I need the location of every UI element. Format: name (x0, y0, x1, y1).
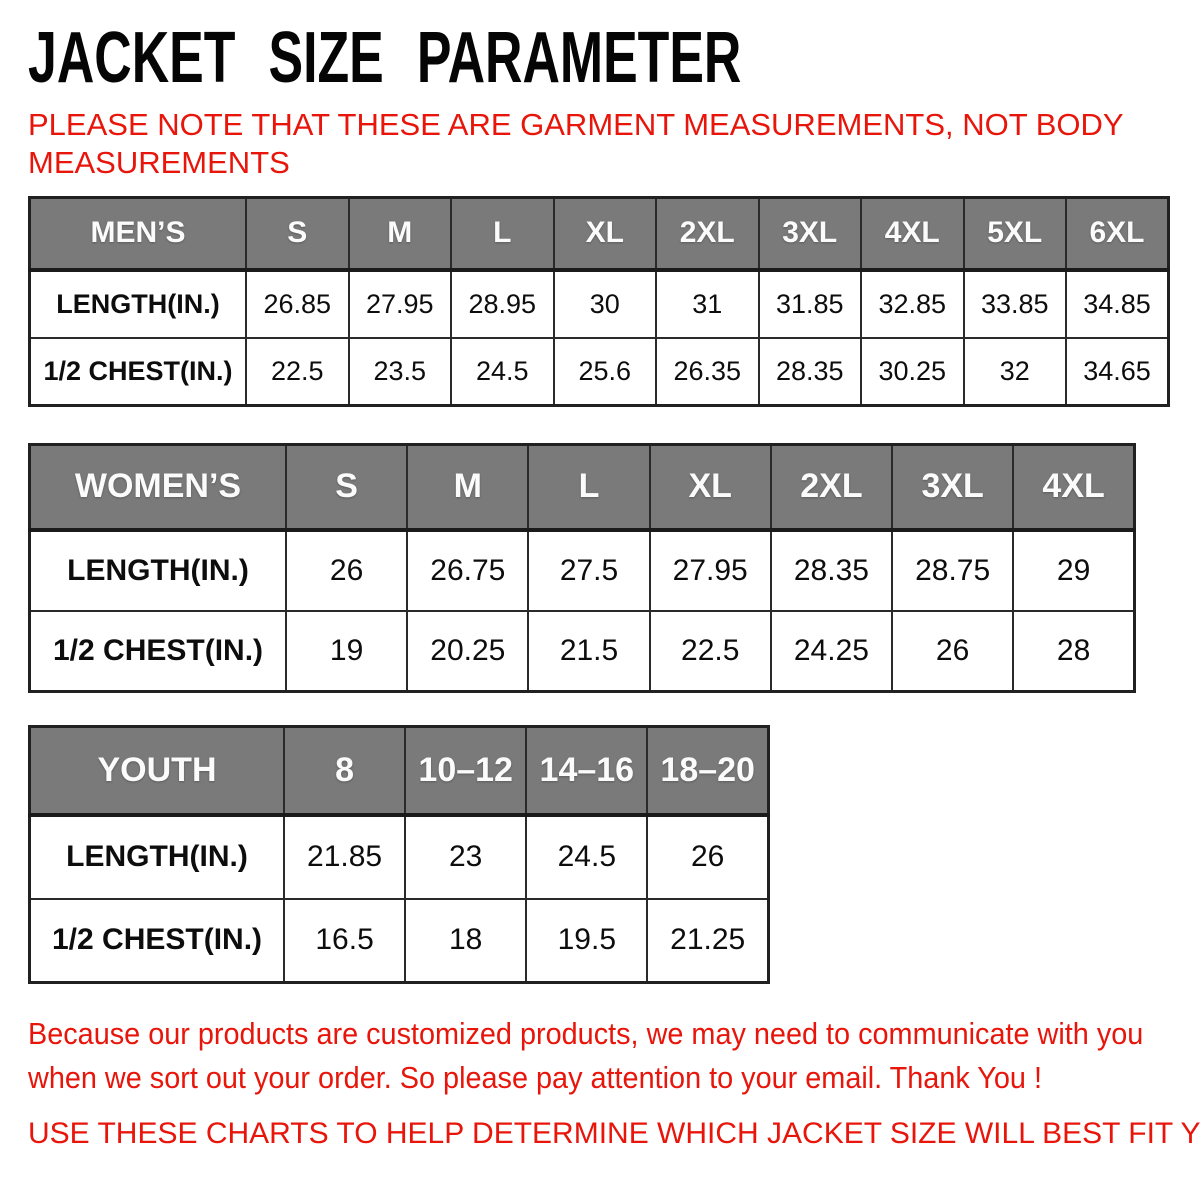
page-title: JACKET SIZE PARAMETER (28, 18, 742, 98)
youth-measurement-row-0: LENGTH(IN.) 21.85 23 24.5 26 (28, 813, 770, 900)
womens-table-title: WOMEN’S (28, 443, 287, 532)
youth-measurement-row-1: 1/2 CHEST(IN.) 16.5 18 19.5 21.25 (28, 897, 770, 984)
womens-size-header-1: M (406, 443, 530, 532)
measurement-value: 25.6 (552, 336, 657, 407)
youth-size-header-0: 8 (282, 725, 407, 817)
measurement-value: 28.35 (769, 528, 894, 612)
garment-measurement-note: PLEASE NOTE THAT THESE ARE GARMENT MEASU… (28, 106, 1172, 182)
customization-notice: Because our products are customized prod… (28, 1012, 1144, 1100)
youth-size-header-3: 18–20 (646, 725, 770, 817)
measurement-value: 34.85 (1065, 268, 1170, 339)
mens-size-header-7: 5XL (962, 196, 1067, 272)
measurement-value: 27.5 (527, 528, 651, 612)
measurement-value: 28.35 (757, 336, 862, 407)
womens-row-label-0: LENGTH(IN.) (28, 528, 287, 612)
garment-measurement-note-line1: PLEASE NOTE THAT THESE ARE GARMENT MEASU… (28, 107, 1124, 142)
measurement-value: 21.25 (646, 897, 770, 984)
customization-notice-line1: Because our products are customized prod… (28, 1016, 1144, 1051)
measurement-value: 26.75 (406, 528, 530, 612)
measurement-value: 33.85 (962, 268, 1067, 339)
measurement-value: 26 (646, 813, 770, 900)
mens-size-header-2: L (450, 196, 555, 272)
mens-measurement-row-1: 1/2 CHEST(IN.) 22.5 23.5 24.5 25.6 26.35 28.35… (28, 336, 1170, 407)
customization-notice-line2: when we sort out your order. So please p… (28, 1060, 1042, 1095)
measurement-value: 28 (1012, 609, 1136, 693)
womens-header-row: WOMEN’S S M L XL 2XL 3XL 4XL (28, 443, 1136, 532)
youth-size-header-1: 10–12 (404, 725, 528, 817)
measurement-value: 24.5 (525, 813, 649, 900)
measurement-value: 23.5 (347, 336, 452, 407)
measurement-value: 28.75 (891, 528, 1015, 612)
mens-table-title: MEN’S (28, 196, 247, 272)
measurement-value: 18 (404, 897, 528, 984)
mens-size-header-3: XL (552, 196, 657, 272)
mens-row-label-0: LENGTH(IN.) (28, 268, 247, 339)
mens-size-header-1: M (347, 196, 452, 272)
youth-header-row: YOUTH 8 10–12 14–16 18–20 (28, 725, 770, 817)
mens-size-table: MEN’S S M L XL 2XL 3XL 4XL 5XL 6XL LENGTH(IN.) 26.8… (28, 196, 1170, 407)
mens-size-header-8: 6XL (1065, 196, 1170, 272)
womens-measurement-row-0: LENGTH(IN.) 26 26.75 27.5 27.95 28.35 28.75 29 (28, 528, 1136, 612)
garment-measurement-note-line2: MEASUREMENTS (28, 145, 290, 180)
womens-size-header-3: XL (648, 443, 772, 532)
mens-size-header-0: S (245, 196, 350, 272)
youth-size-table: YOUTH 8 10–12 14–16 18–20 LENGTH(IN.) 21.85 23 2… (28, 725, 770, 984)
measurement-value: 20.25 (406, 609, 530, 693)
womens-size-header-6: 4XL (1012, 443, 1136, 532)
mens-measurement-row-0: LENGTH(IN.) 26.85 27.95 28.95 30 31 31.85 32.85… (28, 268, 1170, 339)
measurement-value: 26 (284, 528, 409, 612)
youth-table-title: YOUTH (28, 725, 285, 817)
measurement-value: 32.85 (860, 268, 965, 339)
measurement-value: 21.85 (282, 813, 407, 900)
measurement-value: 22.5 (245, 336, 350, 407)
womens-size-header-0: S (284, 443, 409, 532)
womens-size-table: WOMEN’S S M L XL 2XL 3XL 4XL LENGTH(IN.) 26 26.75 2… (28, 443, 1136, 693)
youth-row-label-1: 1/2 CHEST(IN.) (28, 897, 285, 984)
measurement-value: 21.5 (527, 609, 651, 693)
womens-size-header-4: 2XL (769, 443, 894, 532)
womens-size-header-5: 3XL (891, 443, 1015, 532)
measurement-value: 22.5 (648, 609, 772, 693)
measurement-value: 24.5 (450, 336, 555, 407)
measurement-value: 27.95 (347, 268, 452, 339)
measurement-value: 27.95 (648, 528, 772, 612)
youth-size-header-2: 14–16 (525, 725, 649, 817)
measurement-value: 30 (552, 268, 657, 339)
measurement-value: 31 (655, 268, 760, 339)
womens-row-label-1: 1/2 CHEST(IN.) (28, 609, 287, 693)
measurement-value: 31.85 (757, 268, 862, 339)
mens-row-label-1: 1/2 CHEST(IN.) (28, 336, 247, 407)
measurement-value: 23 (404, 813, 528, 900)
measurement-value: 30.25 (860, 336, 965, 407)
measurement-value: 34.65 (1065, 336, 1170, 407)
measurement-value: 26.35 (655, 336, 760, 407)
measurement-value: 26 (891, 609, 1015, 693)
mens-size-header-4: 2XL (655, 196, 760, 272)
mens-size-header-6: 4XL (860, 196, 965, 272)
measurement-value: 32 (962, 336, 1067, 407)
measurement-value: 28.95 (450, 268, 555, 339)
measurement-value: 19 (284, 609, 409, 693)
mens-header-row: MEN’S S M L XL 2XL 3XL 4XL 5XL 6XL (28, 196, 1170, 272)
mens-size-header-5: 3XL (757, 196, 862, 272)
measurement-value: 19.5 (525, 897, 649, 984)
measurement-value: 24.25 (769, 609, 894, 693)
measurement-value: 16.5 (282, 897, 407, 984)
chart-usage-instruction: USE THESE CHARTS TO HELP DETERMINE WHICH… (28, 1117, 1200, 1150)
measurement-value: 29 (1012, 528, 1136, 612)
womens-size-header-2: L (527, 443, 651, 532)
womens-measurement-row-1: 1/2 CHEST(IN.) 19 20.25 21.5 22.5 24.25 26 28 (28, 609, 1136, 693)
measurement-value: 26.85 (245, 268, 350, 339)
youth-row-label-0: LENGTH(IN.) (28, 813, 285, 900)
